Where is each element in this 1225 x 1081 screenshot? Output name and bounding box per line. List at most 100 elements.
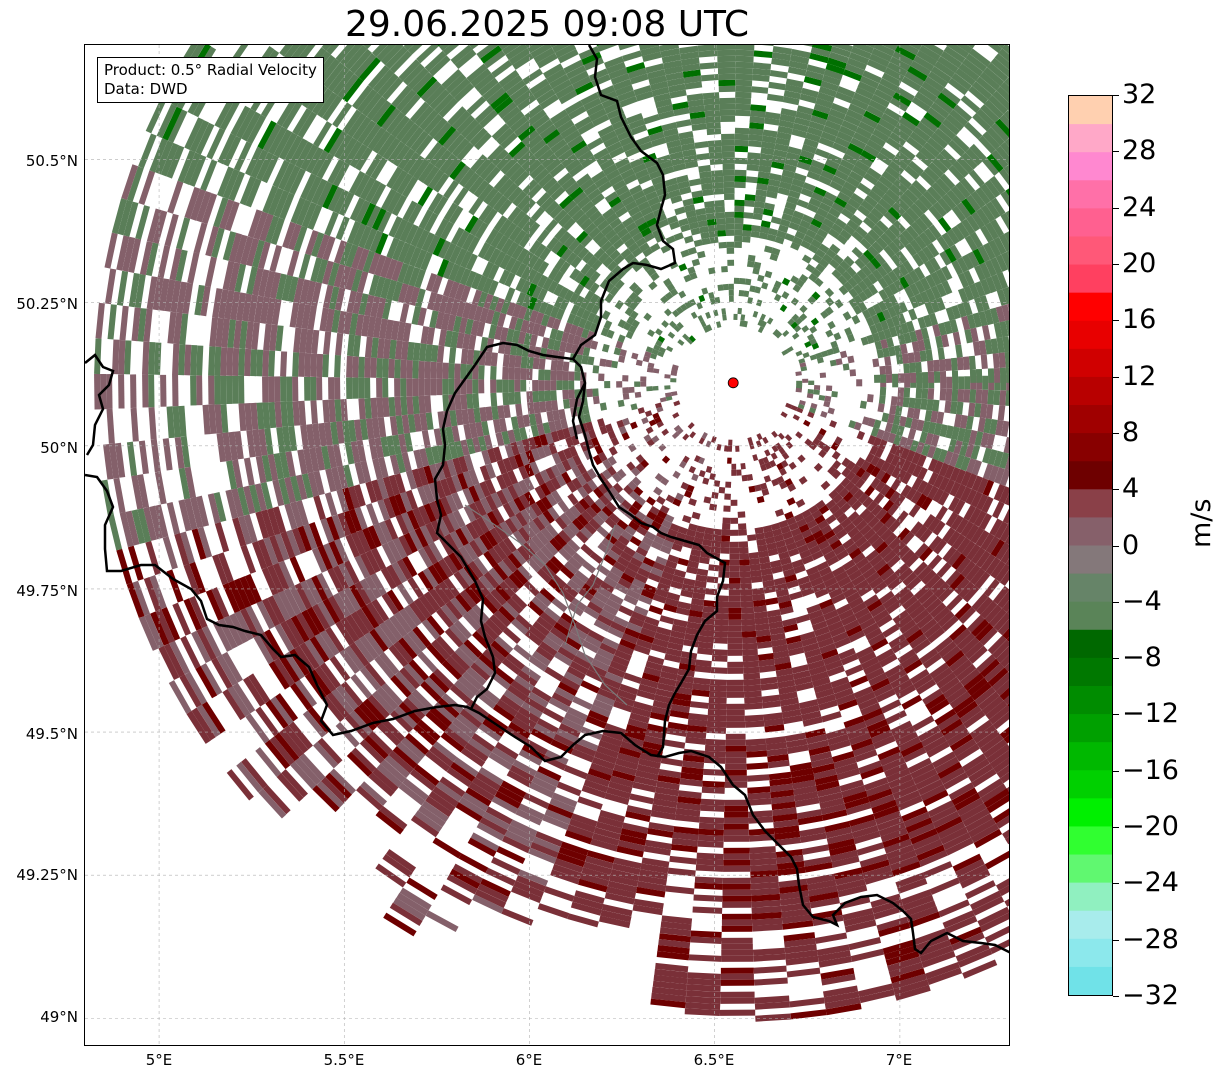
velocity-gate bbox=[735, 49, 755, 57]
velocity-gate bbox=[808, 504, 819, 515]
velocity-gate bbox=[804, 514, 815, 524]
velocity-gate bbox=[562, 217, 576, 232]
velocity-gate bbox=[698, 457, 705, 465]
velocity-gate bbox=[885, 365, 893, 375]
velocity-gate bbox=[512, 482, 524, 497]
radar-map[interactable] bbox=[84, 44, 1010, 1046]
velocity-gate bbox=[553, 209, 568, 224]
velocity-gate bbox=[892, 266, 904, 280]
velocity-gate bbox=[878, 175, 894, 189]
velocity-gate bbox=[744, 278, 752, 286]
velocity-gate bbox=[903, 373, 911, 383]
velocity-gate bbox=[641, 536, 654, 547]
velocity-gate bbox=[820, 169, 835, 181]
velocity-gate bbox=[745, 176, 758, 184]
velocity-gate bbox=[692, 592, 706, 600]
velocity-gate bbox=[739, 277, 746, 285]
velocity-gate bbox=[678, 263, 688, 272]
velocity-gate bbox=[744, 696, 763, 704]
velocity-gate bbox=[602, 163, 618, 176]
velocity-gate bbox=[504, 256, 517, 273]
velocity-gate bbox=[593, 591, 609, 604]
velocity-gate bbox=[406, 396, 414, 415]
velocity-gate bbox=[775, 442, 783, 450]
velocity-gate bbox=[489, 295, 500, 311]
velocity-gate bbox=[776, 545, 788, 554]
velocity-gate bbox=[739, 571, 751, 578]
velocity-gate bbox=[784, 511, 794, 520]
velocity-gate bbox=[680, 481, 689, 491]
velocity-gate bbox=[844, 327, 853, 337]
velocity-gate bbox=[711, 169, 724, 177]
velocity-gate bbox=[575, 213, 589, 227]
velocity-gate bbox=[826, 534, 839, 546]
velocity-gate bbox=[695, 208, 706, 216]
velocity-gate bbox=[815, 432, 824, 441]
velocity-gate bbox=[226, 347, 234, 376]
velocity-gate bbox=[989, 419, 998, 435]
velocity-gate bbox=[503, 404, 511, 419]
velocity-gate bbox=[734, 127, 750, 135]
velocity-gate bbox=[553, 339, 562, 351]
velocity-gate bbox=[937, 216, 952, 233]
velocity-gate bbox=[933, 460, 944, 475]
velocity-gate bbox=[611, 201, 625, 213]
velocity-gate bbox=[761, 141, 776, 150]
velocity-gate bbox=[562, 525, 576, 540]
velocity-gate bbox=[468, 197, 484, 216]
velocity-gate bbox=[734, 109, 751, 117]
velocity-gate bbox=[577, 486, 589, 499]
velocity-gate bbox=[538, 369, 545, 381]
velocity-gate bbox=[846, 333, 856, 343]
velocity-gate bbox=[518, 479, 530, 495]
velocity-gate bbox=[809, 325, 818, 334]
velocity-gate bbox=[914, 329, 924, 342]
velocity-gate bbox=[944, 464, 955, 480]
velocity-gate bbox=[845, 470, 856, 482]
velocity-gate bbox=[634, 573, 648, 584]
velocity-gate bbox=[642, 262, 653, 272]
velocity-gate bbox=[869, 554, 883, 567]
velocity-gate bbox=[951, 388, 959, 402]
velocity-gate bbox=[777, 432, 785, 440]
velocity-gate bbox=[533, 401, 541, 414]
velocity-gate bbox=[892, 540, 906, 555]
velocity-gate bbox=[773, 293, 782, 302]
velocity-gate bbox=[535, 499, 548, 514]
velocity-gate bbox=[932, 447, 943, 461]
velocity-gate bbox=[807, 411, 815, 419]
velocity-gate bbox=[860, 460, 871, 471]
velocity-gate bbox=[992, 353, 1000, 369]
velocity-gate bbox=[568, 239, 581, 252]
velocity-gate bbox=[646, 266, 657, 277]
velocity-gate bbox=[502, 379, 509, 393]
velocity-gate bbox=[304, 352, 312, 378]
velocity-gate bbox=[846, 266, 857, 278]
velocity-gate bbox=[617, 319, 627, 329]
velocity-gate bbox=[629, 157, 645, 169]
velocity-gate bbox=[569, 505, 582, 519]
velocity-gate bbox=[781, 212, 793, 222]
velocity-gate bbox=[859, 508, 871, 520]
velocity-gate bbox=[728, 439, 733, 446]
velocity-gate bbox=[542, 444, 552, 457]
velocity-gate bbox=[725, 733, 746, 740]
velocity-gate bbox=[504, 272, 516, 288]
velocity-gate bbox=[571, 518, 585, 531]
velocity-gate bbox=[809, 338, 818, 346]
velocity-gate bbox=[788, 522, 799, 532]
velocity-gate bbox=[508, 316, 518, 330]
velocity-gate bbox=[949, 466, 961, 482]
velocity-gate bbox=[256, 349, 264, 377]
velocity-gate bbox=[843, 255, 855, 267]
velocity-gate bbox=[587, 356, 595, 366]
velocity-gate bbox=[682, 455, 690, 464]
velocity-gate bbox=[717, 229, 727, 237]
velocity-gate bbox=[580, 234, 593, 248]
velocity-gate bbox=[815, 534, 827, 545]
velocity-gate bbox=[576, 463, 587, 475]
velocity-gate bbox=[914, 198, 929, 214]
velocity-gate bbox=[466, 393, 474, 409]
velocity-gate bbox=[750, 569, 762, 578]
velocity-gate bbox=[936, 411, 945, 425]
